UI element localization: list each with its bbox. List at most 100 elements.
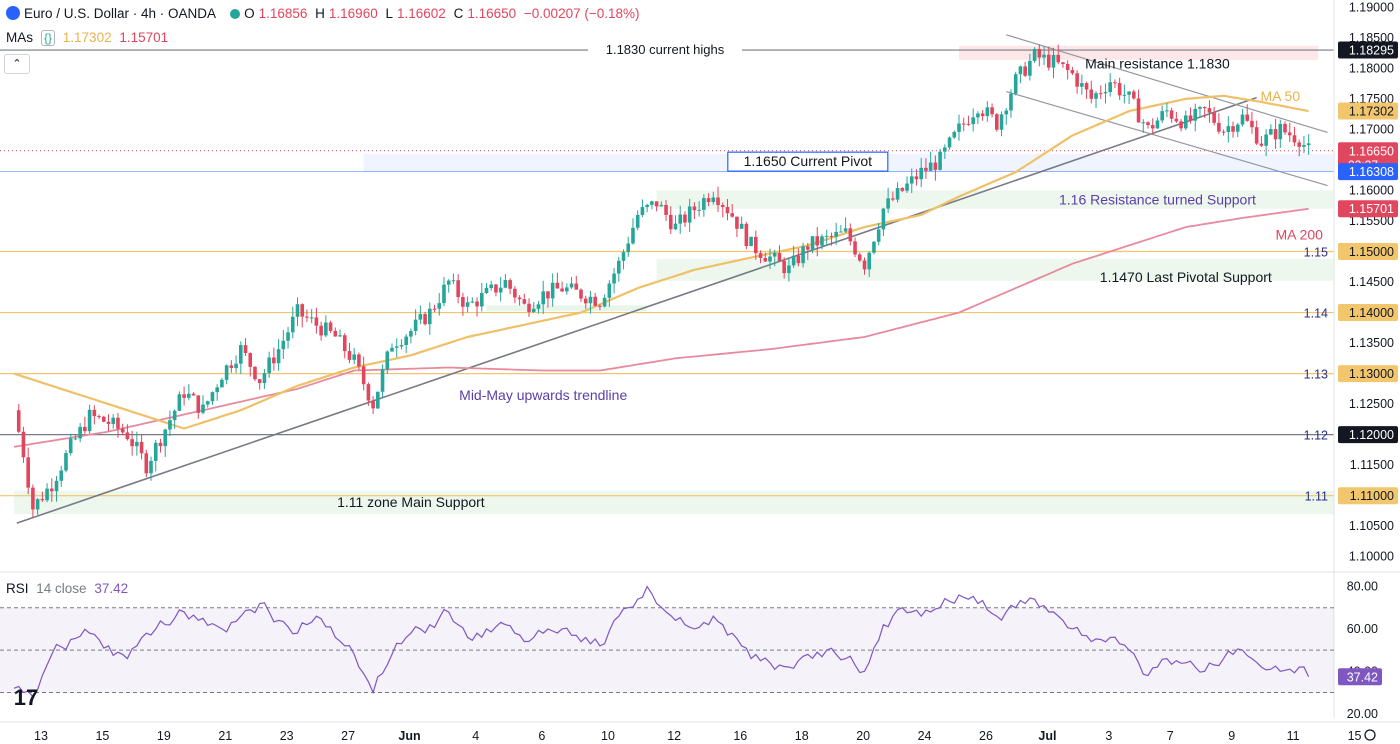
candle-up: [739, 223, 744, 229]
level-price-tag-bg: [1338, 487, 1398, 505]
candle-down: [1217, 122, 1221, 132]
candle-up: [276, 349, 281, 364]
candle-down: [546, 291, 550, 299]
candle-up: [640, 207, 645, 215]
candle-up: [791, 255, 796, 266]
rsi-tick-label: 20.00: [1347, 707, 1378, 721]
candle-up: [73, 438, 78, 440]
candle-up: [399, 345, 404, 347]
candle-down: [144, 453, 149, 474]
candle-up: [324, 322, 328, 336]
candle-up: [1269, 129, 1273, 135]
visibility-toggle-icon[interactable]: {}: [41, 30, 56, 46]
candle-down: [735, 216, 739, 229]
time-tick-label: 16: [733, 729, 747, 743]
candle-down: [961, 123, 966, 125]
candle-up: [1160, 111, 1164, 121]
candle-up: [957, 123, 961, 132]
chart-annotation: 1.1650 Current Pivot: [744, 153, 873, 169]
candle-down: [1174, 118, 1179, 122]
candle-up: [404, 336, 408, 346]
candle-up: [446, 280, 451, 285]
candle-up: [938, 151, 942, 170]
candle-up: [971, 117, 975, 125]
candle-up: [149, 460, 153, 474]
symbol-title[interactable]: Euro / U.S. Dollar · 4h · OANDA: [24, 6, 217, 21]
candle-up: [834, 231, 838, 237]
candle-down: [40, 499, 45, 501]
main-support-zone: [14, 490, 1334, 515]
rsi-tick-label: 60.00: [1347, 622, 1378, 636]
candle-down: [31, 487, 35, 510]
candle-down: [257, 379, 262, 384]
candle-up: [87, 409, 92, 432]
candle-down: [328, 322, 333, 331]
chart-annotation: MA 50: [1260, 88, 1300, 104]
candle-up: [376, 391, 380, 409]
mas-label[interactable]: MAs: [6, 30, 33, 45]
candle-down: [120, 428, 125, 433]
current-price-tag: 1.17302: [1349, 104, 1394, 118]
chart-annotation: 1.16 Resistance turned Support: [1059, 192, 1256, 208]
candle-up: [428, 308, 432, 325]
candle-up: [1080, 83, 1084, 87]
level-price-tag: 1.12000: [1349, 428, 1394, 442]
candle-down: [243, 345, 248, 354]
candle-up: [1103, 92, 1108, 94]
candle-up: [1094, 93, 1098, 99]
candle-down: [758, 253, 763, 259]
candle-up: [385, 351, 390, 370]
candle-down: [853, 241, 857, 255]
candle-up: [220, 379, 224, 388]
candle-down: [366, 384, 371, 401]
candle-up: [418, 314, 423, 320]
candle-up: [437, 303, 442, 309]
minor-support-zone: [486, 305, 648, 312]
candle-down: [990, 107, 994, 115]
level-price-tag-bg: [1338, 365, 1398, 383]
price-tick-label: 1.17000: [1349, 122, 1394, 136]
pivot-label-box: [727, 151, 889, 172]
level-price-tag: 1.13000: [1349, 367, 1394, 381]
level-price-tag: 1.14000: [1349, 306, 1394, 320]
level-price-tag-bg: [1338, 304, 1398, 322]
candle-up: [1028, 60, 1032, 76]
time-tick-label: 23: [280, 729, 294, 743]
candle-up: [867, 252, 872, 270]
candle-up: [409, 331, 413, 337]
candle-up: [35, 499, 40, 510]
candle-up: [1184, 115, 1188, 129]
candle-up: [550, 282, 555, 299]
candle-down: [106, 421, 111, 424]
candle-down: [314, 317, 319, 326]
ma200-value: 1.15701: [119, 30, 169, 45]
candle-up: [1032, 48, 1037, 61]
candle-down: [1117, 83, 1122, 96]
candle-up: [380, 369, 385, 392]
collapse-legend-button[interactable]: ⌃: [4, 54, 30, 74]
candle-up: [1226, 126, 1231, 132]
candle-up: [484, 288, 489, 293]
candle-down: [891, 198, 895, 200]
price-tick-label: 1.12500: [1349, 397, 1394, 411]
candle-up: [390, 347, 394, 352]
candle-down: [97, 416, 101, 418]
candle-down: [730, 213, 734, 217]
candle-up: [749, 236, 753, 247]
candle-down: [555, 282, 560, 289]
market-open-dot-icon: [230, 9, 241, 19]
candle-up: [479, 292, 484, 307]
rsi-header-value: 37.42: [94, 581, 129, 596]
current-price-tag: 1.16650: [1349, 144, 1394, 158]
rsi-label[interactable]: RSI: [6, 581, 29, 596]
candle-up: [602, 297, 607, 307]
candle-up: [1306, 143, 1311, 146]
candle-down: [191, 393, 196, 396]
candle-down: [716, 197, 720, 206]
level-price-tag: 1.18295: [1349, 44, 1394, 58]
time-tick-label: 15: [95, 729, 109, 743]
candle-down: [1283, 123, 1287, 133]
candle-down: [1046, 54, 1051, 68]
candle-down: [272, 357, 276, 364]
